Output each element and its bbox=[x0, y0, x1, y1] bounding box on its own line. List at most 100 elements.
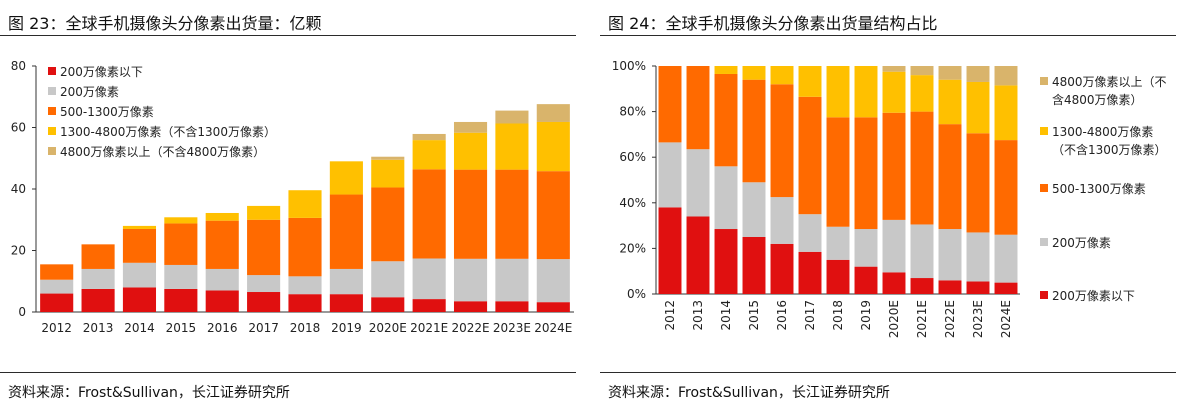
bar-2020e-200 bbox=[882, 219, 906, 273]
bar-2022e-500-1300 bbox=[453, 169, 488, 259]
right-footer-rule bbox=[600, 372, 1176, 373]
legend-swatch bbox=[1040, 184, 1048, 192]
bar-2021e-200 bbox=[910, 278, 934, 294]
left-source-note: 资料来源：Frost&Sullivan，长江证券研究所 bbox=[8, 385, 290, 401]
y-tick-label: 80% bbox=[619, 105, 646, 119]
legend-label: 200万像素 bbox=[60, 85, 119, 99]
bar-2020e-500-1300 bbox=[882, 112, 906, 220]
bar-2022e-200 bbox=[453, 258, 488, 302]
bar-2017-200 bbox=[798, 251, 822, 294]
bar-2024e-200 bbox=[994, 234, 1018, 283]
bar-2020e-200 bbox=[371, 261, 405, 298]
x-tick-label: 2022E bbox=[451, 321, 489, 335]
bar-2016-1300-4800-1300 bbox=[205, 212, 239, 221]
bar-2016-200 bbox=[770, 243, 794, 294]
legend-label: 200万像素以下 bbox=[60, 65, 143, 79]
legend-swatch bbox=[48, 147, 56, 155]
bar-2022e-500-1300 bbox=[938, 124, 962, 230]
legend-swatch bbox=[48, 127, 56, 135]
bar-2018-200 bbox=[288, 294, 322, 312]
x-tick-label: 2017 bbox=[803, 300, 817, 331]
x-tick-label: 2014 bbox=[719, 300, 733, 331]
bar-2015-200 bbox=[164, 288, 198, 312]
bar-2022e-200 bbox=[938, 229, 962, 281]
bar-2018-200 bbox=[826, 226, 850, 260]
bar-2018-200 bbox=[826, 259, 850, 294]
right-title-rule bbox=[600, 35, 1176, 36]
y-tick-label: 40 bbox=[11, 182, 26, 196]
bar-2020e-200 bbox=[882, 272, 906, 294]
bar-2024e-4800-4800 bbox=[994, 66, 1018, 86]
bar-2012-500-1300 bbox=[658, 66, 682, 143]
bar-2021e-4800-4800 bbox=[910, 66, 934, 76]
y-tick-label: 0% bbox=[627, 287, 646, 301]
bar-2014-200 bbox=[122, 262, 157, 288]
bar-2018-1300-4800-1300 bbox=[826, 66, 850, 118]
bar-2012-500-1300 bbox=[40, 264, 74, 280]
bar-2013-200 bbox=[686, 216, 710, 294]
bar-2015-500-1300 bbox=[164, 223, 198, 265]
x-tick-label: 2018 bbox=[290, 321, 321, 335]
bar-2015-500-1300 bbox=[742, 79, 766, 183]
bar-2014-1300-4800-1300 bbox=[714, 66, 738, 74]
x-tick-label: 2017 bbox=[248, 321, 279, 335]
bar-2021e-200 bbox=[910, 224, 934, 279]
bar-2014-1300-4800-1300 bbox=[122, 225, 157, 229]
right-chart-title: 图 24：全球手机摄像头分像素出货量结构占比 bbox=[608, 14, 938, 33]
x-tick-label: 2024E bbox=[534, 321, 572, 335]
legend-swatch bbox=[1040, 77, 1048, 85]
bar-2016-200 bbox=[770, 197, 794, 244]
x-tick-label: 2012 bbox=[41, 321, 72, 335]
bar-2019-200 bbox=[329, 268, 363, 295]
bar-2016-500-1300 bbox=[205, 220, 239, 269]
bar-2021e-1300-4800-1300 bbox=[412, 140, 446, 170]
bar-2014-500-1300 bbox=[714, 73, 738, 167]
legend-label: 200万像素以下 bbox=[1052, 289, 1135, 303]
bar-2021e-500-1300 bbox=[910, 111, 934, 225]
bar-2012-200 bbox=[40, 279, 74, 294]
bar-2013-200 bbox=[686, 149, 710, 217]
bar-2014-200 bbox=[714, 166, 738, 230]
left-stacked-bar-chart: 0 20 40 60 80 2012 2013 2014 2015 2016 2017 2018 201… bbox=[11, 59, 574, 335]
bar-2018-200 bbox=[288, 276, 322, 295]
right-panel: 图 24：全球手机摄像头分像素出货量结构占比 0% 20% 40% 60% 80% 100… bbox=[600, 0, 1182, 410]
x-tick-label: 2014 bbox=[124, 321, 155, 335]
legend-label: （不含1300万像素） bbox=[1052, 142, 1167, 157]
legend-swatch bbox=[1040, 127, 1048, 135]
x-tick-label: 2019 bbox=[331, 321, 362, 335]
y-tick-label: 40% bbox=[619, 196, 646, 210]
bar-2021e-500-1300 bbox=[412, 169, 446, 259]
legend-label: 500-1300万像素 bbox=[60, 105, 154, 119]
x-tick-label: 2023E bbox=[493, 321, 531, 335]
x-tick-label: 2024E bbox=[999, 300, 1013, 338]
bar-2018-500-1300 bbox=[826, 117, 850, 227]
bar-2023e-200 bbox=[966, 281, 990, 294]
legend-label: 1300-4800万像素 bbox=[1052, 125, 1153, 139]
bar-2023e-1300-4800-1300 bbox=[966, 81, 990, 134]
bar-2020e-1300-4800-1300 bbox=[882, 71, 906, 113]
bar-2023e-4800-4800 bbox=[966, 66, 990, 82]
bar-2017-500-1300 bbox=[247, 219, 281, 276]
bar-2018-500-1300 bbox=[288, 217, 322, 277]
bar-2024e-500-1300 bbox=[994, 140, 1018, 235]
x-tick-label: 2015 bbox=[166, 321, 197, 335]
bar-2019-1300-4800-1300 bbox=[329, 161, 363, 195]
bar-2023e-200 bbox=[495, 258, 529, 302]
bar-2015-200 bbox=[742, 237, 766, 294]
bar-2024e-1300-4800-1300 bbox=[536, 121, 570, 172]
legend-label: 4800万像素以上（不含4800万像素） bbox=[60, 144, 265, 159]
bar-2014-200 bbox=[714, 229, 738, 294]
x-tick-label: 2022E bbox=[943, 300, 957, 338]
bar-2024e-1300-4800-1300 bbox=[994, 85, 1018, 141]
x-tick-label: 2019 bbox=[859, 300, 873, 331]
legend-label: 含4800万像素） bbox=[1052, 92, 1143, 107]
legend-label: 1300-4800万像素（不含1300万像素） bbox=[60, 124, 276, 139]
y-tick-label: 100% bbox=[612, 59, 646, 73]
bar-2017-500-1300 bbox=[798, 96, 822, 215]
x-tick-label: 2013 bbox=[691, 300, 705, 331]
bar-2015-1300-4800-1300 bbox=[742, 66, 766, 80]
x-tick-label: 2020E bbox=[369, 321, 407, 335]
y-tick-label: 80 bbox=[11, 59, 26, 73]
legend-label: 200万像素 bbox=[1052, 236, 1111, 250]
bar-2016-200 bbox=[205, 290, 239, 312]
